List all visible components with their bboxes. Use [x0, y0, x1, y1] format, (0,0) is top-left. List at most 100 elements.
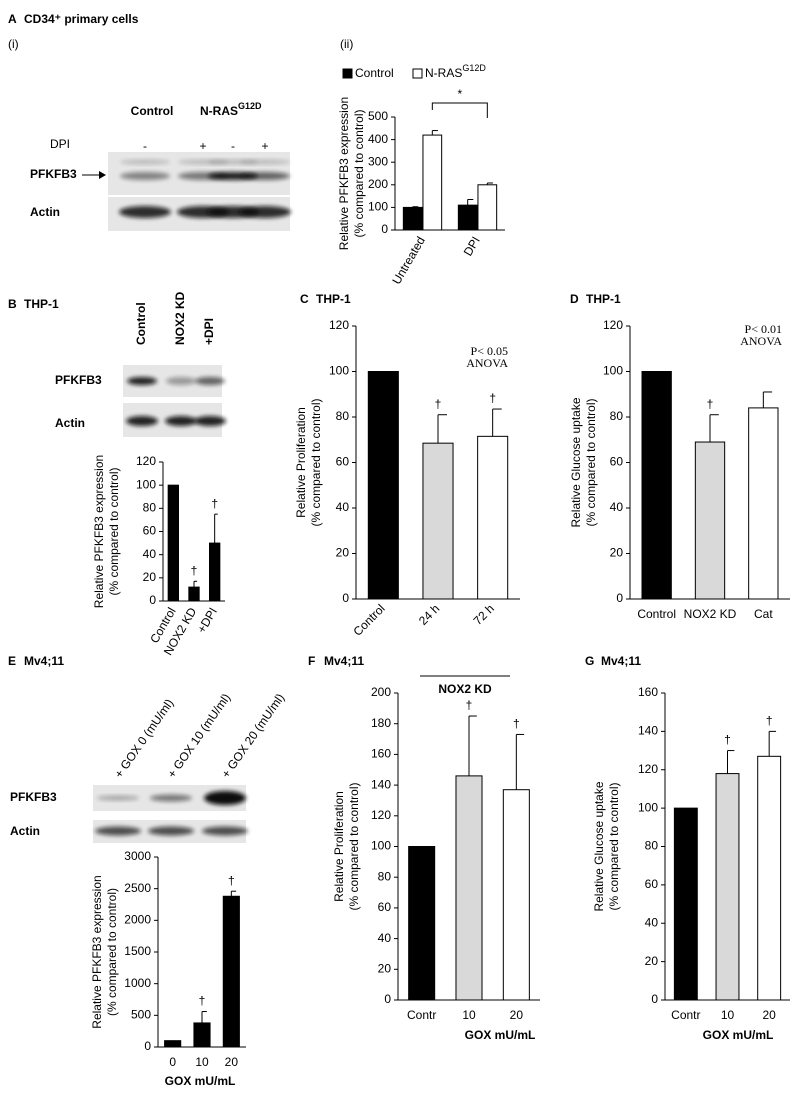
blot-band	[240, 172, 290, 180]
stats-note: ANOVA	[740, 334, 782, 348]
row-label: Actin	[55, 416, 85, 430]
panel-title: THP-1	[316, 292, 351, 306]
panel-title: THP-1	[24, 297, 59, 311]
y-axis-label: (% compared to control)	[107, 467, 121, 595]
blot-band	[204, 791, 246, 805]
bar	[748, 407, 779, 600]
y-tick-label: 120	[329, 318, 349, 332]
y-tick-label: 20	[645, 954, 659, 968]
blot-band	[195, 377, 225, 385]
y-tick-label: 20	[610, 546, 624, 560]
y-tick-label: 3000	[124, 849, 151, 863]
bar	[641, 371, 672, 600]
y-tick-label: 0	[384, 992, 391, 1006]
y-tick-label: 80	[378, 869, 392, 883]
y-tick-label: 80	[336, 409, 350, 423]
y-tick-label: 120	[603, 318, 623, 332]
y-tick-label: 40	[645, 915, 659, 929]
y-axis-label: Relative PFKFB3 expression	[90, 875, 104, 1028]
legend-sup: G12D	[462, 63, 486, 73]
y-tick-label: 120	[638, 762, 658, 776]
bar	[673, 807, 698, 1001]
y-axis-label: (% compared to control)	[584, 398, 598, 526]
legend-name: Control	[355, 66, 394, 80]
y-tick-label: 0	[342, 591, 349, 605]
significance-mark: †	[707, 397, 714, 411]
x-tick-label: Contr	[407, 1008, 436, 1022]
bar	[188, 586, 200, 602]
y-tick-label: 80	[143, 501, 157, 515]
panel-letter: D	[570, 292, 579, 306]
lane-label: -	[231, 139, 235, 153]
y-tick-label: 100	[136, 477, 156, 491]
y-tick-label: 80	[645, 839, 659, 853]
y-tick-label: 40	[336, 500, 350, 514]
y-tick-label: 60	[378, 900, 392, 914]
x-tick-label: +DPI	[194, 605, 220, 635]
x-tick-label: DPI	[461, 234, 483, 258]
significance-mark: †	[228, 873, 235, 887]
y-tick-label: 80	[610, 409, 624, 423]
row-label: PFKFB3	[55, 373, 102, 387]
bar	[422, 442, 454, 600]
blot-band	[150, 794, 192, 802]
panel-title: Mv4;11	[324, 654, 364, 668]
y-tick-label: 120	[371, 808, 391, 822]
significance-mark: †	[466, 698, 473, 712]
y-tick-label: 2500	[124, 881, 151, 895]
y-tick-label: 40	[610, 500, 624, 514]
bar	[477, 435, 509, 600]
legend-label: N-RASG12D	[425, 63, 486, 80]
blot-band	[97, 795, 139, 801]
y-axis-label: Relative Glucose uptake	[592, 781, 606, 911]
y-tick-label: 1500	[124, 944, 151, 958]
y-tick-label: 500	[368, 109, 388, 123]
y-tick-label: 40	[143, 547, 157, 561]
x-tick-label: 20	[510, 1008, 524, 1022]
y-tick-label: 0	[149, 593, 156, 607]
y-axis-label: Relative Proliferation	[332, 791, 346, 902]
x-tick-label: Contr	[671, 1008, 700, 1022]
panel-letter: G	[585, 654, 594, 668]
y-tick-label: 200	[371, 685, 391, 699]
x-tick-label: 10	[721, 1008, 735, 1022]
group-label: Control	[131, 104, 174, 118]
significance-mark: †	[435, 397, 442, 411]
y-tick-label: 140	[638, 724, 658, 738]
legend-swatch	[342, 68, 353, 79]
lane-label: -	[143, 139, 147, 153]
x-tick-label: 24 h	[416, 601, 442, 627]
blot-band	[166, 377, 196, 385]
x-tick-label: Cat	[754, 607, 773, 621]
x-tick-label: Control	[350, 601, 387, 638]
bar	[715, 773, 740, 1001]
bar	[167, 484, 180, 602]
treatment-label: DPI	[50, 137, 70, 151]
bar	[457, 204, 478, 231]
y-tick-label: 100	[368, 200, 388, 214]
panel-title: THP-1	[586, 292, 621, 306]
y-axis-label: Relative Glucose uptake	[569, 397, 583, 527]
lane-label: +	[261, 139, 268, 153]
y-axis-label: (% compared to control)	[309, 398, 323, 526]
significance-mark: †	[766, 714, 773, 728]
legend-name: N-RAS	[425, 66, 462, 80]
lane-label: +DPI	[202, 318, 216, 345]
bar	[408, 846, 436, 1001]
lane-label: +	[199, 139, 206, 153]
y-tick-label: 160	[638, 685, 658, 699]
x-tick-label: 10	[195, 1055, 209, 1069]
panel-title: Mv4;11	[24, 654, 64, 668]
y-tick-label: 0	[651, 992, 658, 1006]
x-axis-label: GOX mU/mL	[465, 1028, 536, 1042]
y-tick-label: 40	[378, 931, 392, 945]
x-tick-label: 20	[225, 1055, 239, 1069]
y-tick-label: 120	[136, 454, 156, 468]
significance-mark: †	[489, 391, 496, 405]
bar	[222, 895, 240, 1048]
y-axis-label: Relative Proliferation	[294, 407, 308, 518]
panel-letter: C	[300, 292, 309, 306]
x-tick-label: Untreated	[389, 234, 427, 287]
panel-letter: F	[308, 654, 315, 668]
